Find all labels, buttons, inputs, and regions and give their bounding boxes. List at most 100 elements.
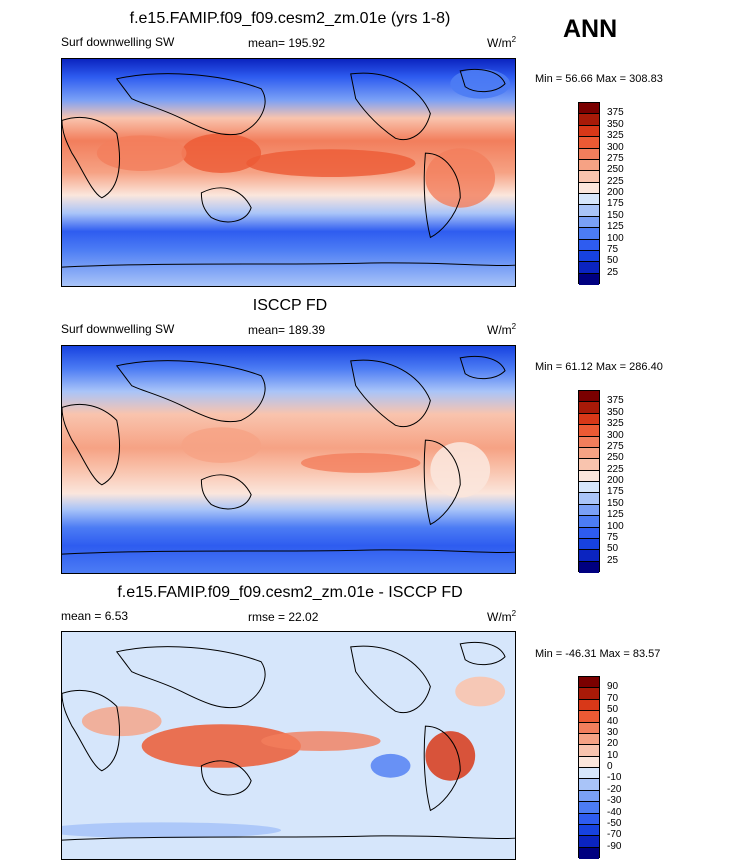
panel1-colorbar-tick-label: 150	[607, 209, 624, 221]
panel2-colorbar-segment	[579, 504, 599, 517]
panel1-coastlines	[62, 68, 515, 268]
panel1-colorbar-tick-label: 175	[607, 198, 624, 210]
panel1-colorbar-segment	[579, 125, 599, 138]
panel3-colorbar-segment	[579, 756, 599, 768]
season-label: ANN	[563, 15, 618, 43]
panel2-colorbar-tick-label: 250	[607, 452, 624, 464]
panel3-rmse-label: rmse = 22.02	[248, 610, 319, 624]
panel1-units: W/m2	[487, 35, 517, 50]
panel3-colorbar-segment	[579, 677, 599, 689]
panel2-colorbar-tick-label: 150	[607, 497, 624, 509]
panel3-colorbar-segment	[579, 688, 599, 700]
panel1-colorbar-tick-label: 125	[607, 221, 624, 233]
panel1-colorbar-tick-label: 25	[607, 266, 619, 278]
panel3-colorbar-segment	[579, 733, 599, 746]
panel1-map	[61, 58, 516, 287]
panel2-variable-label: Surf downwelling SW	[61, 322, 175, 336]
panel2-colorbar-tick-label: 350	[607, 406, 624, 418]
panel1-colorbar-tick-label: 100	[607, 232, 624, 244]
panel2-colorbar-tick-label: 50	[607, 543, 619, 555]
panel2-colorbar-tick-label: 25	[607, 554, 619, 566]
panel3-colorbar-tick-label: 70	[607, 692, 619, 704]
panel1-colorbar-segment	[579, 216, 599, 229]
panel1-colorbar-segment	[579, 103, 599, 115]
panel2-colorbar-tick-label: 325	[607, 418, 624, 430]
panel1-mean-label: mean= 195.92	[248, 36, 326, 50]
panel1-colorbar-segment	[579, 182, 599, 194]
panel1-colorbar-segment	[579, 148, 599, 160]
panel2-colorbar-tick-label: 300	[607, 429, 624, 441]
panel3-colorbar	[578, 676, 600, 859]
panel3-mean-label: mean = 6.53	[61, 609, 129, 623]
panel2-title: ISCCP FD	[252, 297, 328, 314]
panel3-title: f.e15.FAMIP.f09_f09.cesm2_zm.01e - ISCCP…	[117, 584, 463, 601]
panel3-colorbar-segment	[579, 768, 599, 780]
panel3-units: W/m2	[487, 609, 517, 624]
panel3-colorbar-tick-label: 50	[607, 704, 619, 716]
panel2-colorbar-tick-label: 175	[607, 486, 624, 498]
panel3-colorbar-tick-label: 0	[607, 761, 613, 772]
panel1-colorbar-segment	[579, 137, 599, 149]
panel2-colorbar-tick-label: 125	[607, 509, 624, 521]
panel3-colorbar-segment	[579, 824, 599, 837]
panel2-colorbar-segment	[579, 527, 599, 539]
panel1-colorbar-tick-label: 350	[607, 118, 624, 130]
panel2-colorbar-segment	[579, 447, 599, 460]
panel1-minmax: Min = 56.66 Max = 308.83	[535, 73, 663, 85]
panel1-title: f.e15.FAMIP.f09_f09.cesm2_zm.01e (yrs 1-…	[129, 10, 451, 27]
panel3-colorbar-segment	[579, 699, 599, 712]
panel2-mean-label: mean= 189.39	[248, 323, 326, 337]
panel2-colorbar-tick-label: 275	[607, 440, 624, 452]
panel3-colorbar-tick-label: -30	[607, 795, 622, 807]
panel1-colorbar-tick-label: 375	[607, 107, 624, 119]
panel1-map-svg	[62, 59, 515, 286]
panel2-colorbar-segment	[579, 493, 599, 505]
panel1-colorbar-tick-label: 200	[607, 187, 624, 198]
panel2-coastlines	[62, 355, 515, 555]
panel3-colorbar-tick-label: -20	[607, 783, 622, 795]
panel1-colorbar-tick-label: 50	[607, 255, 619, 267]
panel1-colorbar-tick-label: 275	[607, 152, 624, 164]
panel2-colorbar-tick-label: 225	[607, 463, 624, 475]
panel3-colorbar-tick-label: -90	[607, 840, 622, 852]
panel2-colorbar-segment	[579, 391, 599, 403]
panel1-colorbar-tick-label: 250	[607, 164, 624, 176]
panel1-colorbar-segment	[579, 239, 599, 251]
panel1-colorbar-segment	[579, 273, 599, 285]
panel3-colorbar-segment	[579, 790, 599, 803]
panel1-colorbar-segment	[579, 250, 599, 263]
panel3-colorbar-segment	[579, 836, 599, 848]
panel1-colorbar-tick-label: 325	[607, 130, 624, 142]
panel2-units: W/m2	[487, 322, 517, 337]
panel3-minmax: Min = -46.31 Max = 83.57	[535, 648, 661, 660]
panel2-colorbar-segment	[579, 470, 599, 482]
panel2-colorbar-tick-label: 375	[607, 395, 624, 407]
panel1-colorbar	[578, 102, 600, 285]
panel2-colorbar-segment	[579, 561, 599, 573]
panel2-colorbar-segment	[579, 516, 599, 528]
panel3-coastlines	[62, 641, 515, 841]
panel1-colorbar-segment	[579, 194, 599, 206]
panel3-colorbar-segment	[579, 745, 599, 757]
panel1-colorbar-segment	[579, 114, 599, 126]
panel2-colorbar-segment	[579, 425, 599, 437]
panel2-colorbar-segment	[579, 550, 599, 562]
panel3-colorbar-tick-label: -50	[607, 817, 622, 829]
panel2-colorbar-tick-label: 200	[607, 475, 624, 486]
panel1-colorbar-segment	[579, 205, 599, 217]
panel2-map-svg	[62, 346, 515, 573]
panel3-colorbar-tick-label: 40	[607, 715, 619, 727]
panel2-colorbar-tick-label: 75	[607, 531, 619, 543]
panel2-colorbar-tick-label: 100	[607, 520, 624, 532]
panel1-colorbar-tick-label: 300	[607, 141, 624, 153]
panel3-colorbar-tick-label: -10	[607, 772, 622, 784]
panel3-colorbar-tick-label: 20	[607, 738, 619, 750]
panel2-colorbar-segment	[579, 436, 599, 448]
panel3-map	[61, 631, 516, 860]
panel3-colorbar-segment	[579, 813, 599, 825]
panel2-colorbar-segment	[579, 402, 599, 414]
panel1-colorbar-tick-label: 225	[607, 175, 624, 187]
panel2-map	[61, 345, 516, 574]
panel3-colorbar-segment	[579, 779, 599, 791]
panel3-colorbar-segment	[579, 847, 599, 859]
